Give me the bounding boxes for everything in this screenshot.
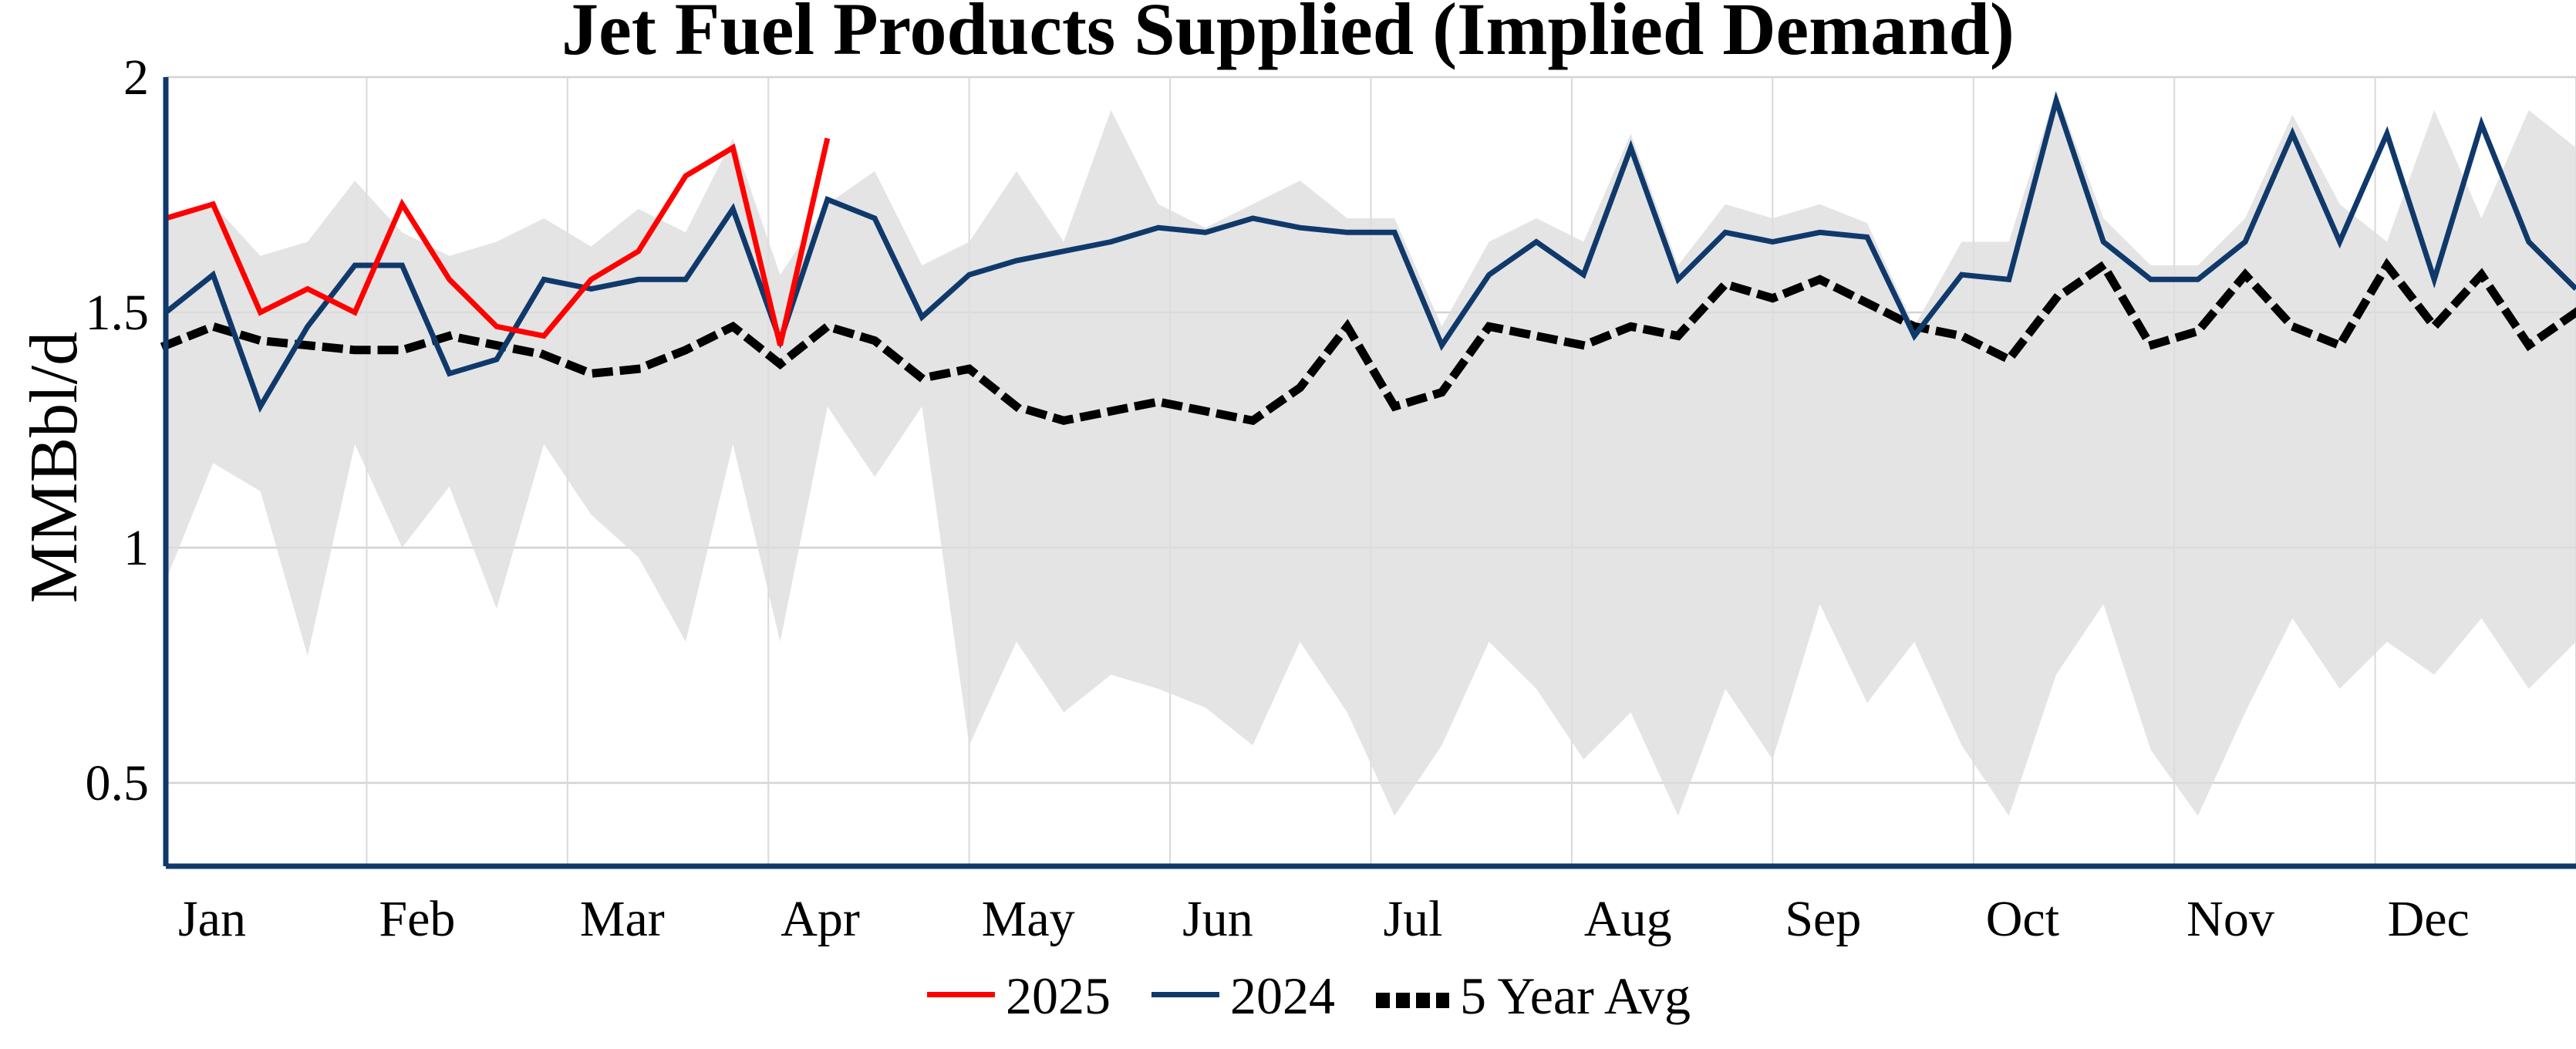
svg-text:Aug: Aug bbox=[1584, 891, 1672, 947]
svg-text:Jul: Jul bbox=[1384, 891, 1443, 947]
svg-text:1: 1 bbox=[123, 520, 149, 576]
svg-text:Mar: Mar bbox=[580, 891, 665, 947]
svg-text:Apr: Apr bbox=[781, 891, 860, 947]
svg-text:1.5: 1.5 bbox=[86, 285, 150, 341]
svg-text:Jan: Jan bbox=[178, 891, 246, 947]
svg-text:Jun: Jun bbox=[1182, 891, 1253, 947]
svg-text:Oct: Oct bbox=[1986, 891, 2059, 947]
svg-text:Dec: Dec bbox=[2388, 891, 2470, 947]
svg-text:0.5: 0.5 bbox=[86, 755, 150, 811]
svg-text:Sep: Sep bbox=[1785, 891, 1861, 947]
svg-text:Feb: Feb bbox=[379, 891, 455, 947]
svg-text:Nov: Nov bbox=[2187, 891, 2274, 947]
svg-text:May: May bbox=[982, 891, 1075, 947]
